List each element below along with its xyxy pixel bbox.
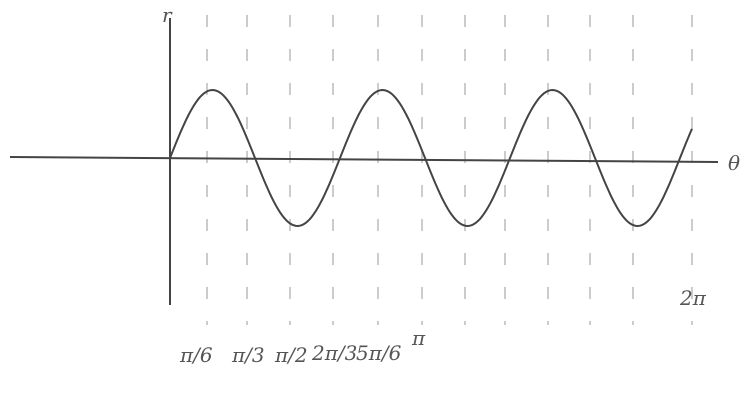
horizontal-axis	[10, 157, 718, 162]
vertical-axis-label: r	[162, 3, 173, 27]
tick-label: π/3	[231, 343, 265, 367]
tick-label: 5π/6	[356, 341, 402, 365]
tick-label: π	[411, 326, 426, 350]
tick-label: π/6	[179, 343, 213, 367]
page: r θ π/6π/3π/22π/35π/6π2π (() => { const …	[0, 0, 752, 412]
horizontal-axis-label: θ	[728, 151, 740, 175]
tick-label: 2π/3	[311, 341, 357, 365]
sketch: r θ π/6 π/3 π/22π/35π/6 π 2π	[0, 0, 752, 412]
guide-lines	[207, 15, 692, 325]
tick-label: π/2	[274, 343, 308, 367]
tick-label: 2π	[679, 286, 707, 310]
